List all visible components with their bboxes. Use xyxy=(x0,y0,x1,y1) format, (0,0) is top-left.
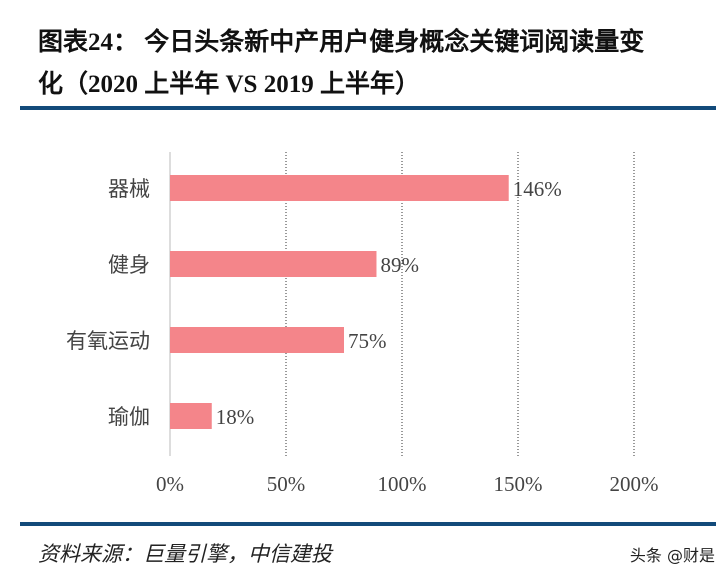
chart-title-line1: 图表24： 今日头条新中产用户健身概念关键词阅读量变 xyxy=(38,29,645,56)
x-tick-label: 100% xyxy=(378,472,427,496)
x-tick-label: 150% xyxy=(494,472,543,496)
bar xyxy=(170,327,344,353)
data-label: 146% xyxy=(513,177,562,201)
category-label: 器械 xyxy=(108,177,150,201)
bar xyxy=(170,403,212,429)
bottom-divider xyxy=(20,522,716,526)
bar xyxy=(170,251,377,277)
category-label: 健身 xyxy=(108,253,150,277)
top-divider xyxy=(20,106,716,110)
x-tick-label: 50% xyxy=(267,472,306,496)
x-tick-label: 0% xyxy=(156,472,184,496)
source-note: 资料来源：巨量引擎，中信建投 xyxy=(38,542,332,566)
x-tick-label: 200% xyxy=(610,472,659,496)
category-label: 瑜伽 xyxy=(108,405,150,429)
data-label: 75% xyxy=(348,329,387,353)
data-label: 89% xyxy=(380,253,419,277)
data-label: 18% xyxy=(216,405,255,429)
watermark: 头条 @财是 xyxy=(629,546,715,565)
bar xyxy=(170,175,509,201)
category-label: 有氧运动 xyxy=(66,329,150,353)
chart-title-line2: 化（2020 上半年 VS 2019 上半年） xyxy=(38,71,420,98)
